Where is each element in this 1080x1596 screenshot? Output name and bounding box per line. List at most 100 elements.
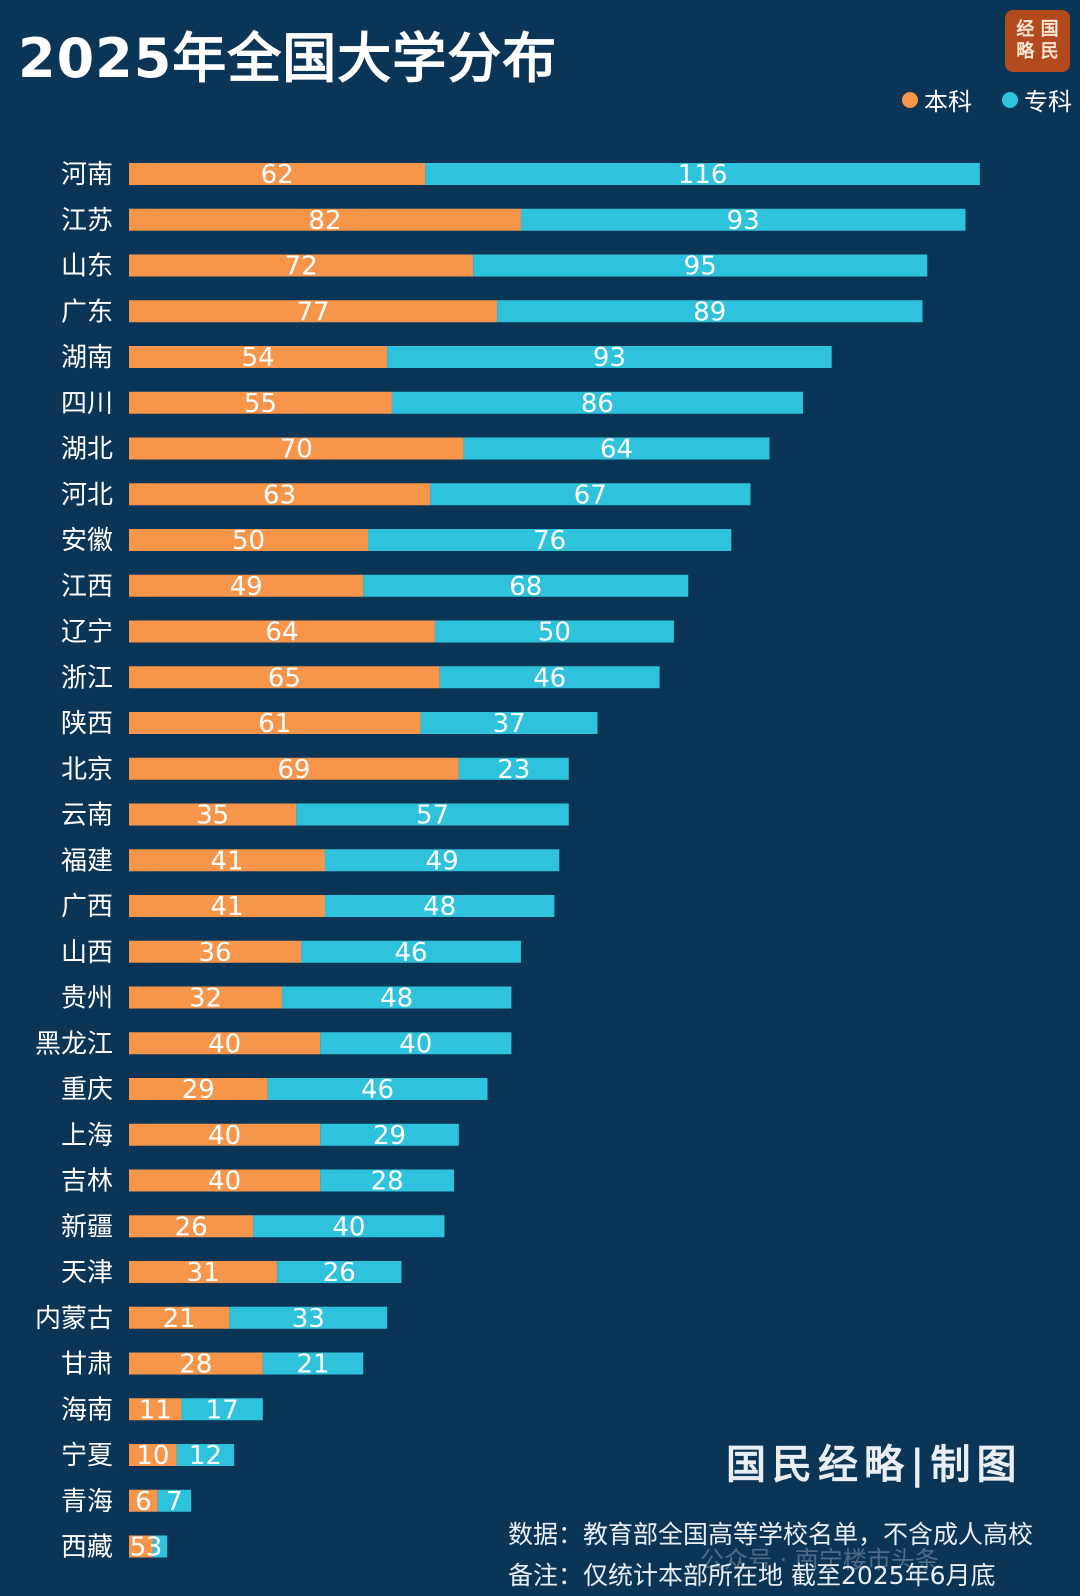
bar-junior-4 (387, 346, 832, 368)
value-label-junior-6: 64 (600, 435, 633, 465)
category-label-25: 内蒙古 (35, 1304, 113, 1334)
value-label-junior-24: 26 (323, 1258, 356, 1288)
category-label-13: 北京 (61, 755, 113, 785)
bar-undergrad-19 (129, 1032, 321, 1055)
bar-undergrad-5 (129, 391, 392, 414)
value-label-undergrad-17: 36 (198, 938, 231, 968)
bar-junior-5 (391, 391, 803, 414)
category-label-22: 吉林 (61, 1167, 113, 1197)
bar-undergrad-17 (129, 940, 302, 963)
bar-undergrad-2 (129, 254, 474, 277)
bar-undergrad-16 (129, 895, 325, 917)
value-label-junior-23: 40 (332, 1212, 365, 1242)
bar-junior-15 (324, 849, 560, 872)
value-label-junior-3: 89 (693, 297, 726, 327)
value-label-junior-16: 48 (423, 892, 456, 922)
value-label-junior-28: 12 (189, 1441, 222, 1471)
bar-junior-10 (434, 620, 674, 643)
value-label-junior-20: 46 (361, 1075, 394, 1105)
value-label-undergrad-29: 6 (135, 1487, 152, 1517)
bar-junior-3 (497, 300, 923, 323)
bar-junior-13 (458, 757, 569, 780)
value-label-undergrad-8: 50 (232, 526, 265, 556)
bar-junior-1 (520, 208, 966, 231)
bar-undergrad-25 (129, 1306, 230, 1329)
bar-junior-29 (157, 1489, 192, 1512)
category-label-3: 广东 (61, 297, 113, 327)
category-label-9: 江西 (61, 572, 113, 602)
bar-junior-0 (425, 163, 980, 185)
value-label-junior-4: 93 (593, 343, 626, 373)
bar-undergrad-29 (129, 1489, 158, 1512)
bar-undergrad-11 (129, 666, 440, 689)
bar-junior-18 (281, 986, 512, 1009)
bar-undergrad-22 (129, 1169, 321, 1192)
bar-undergrad-21 (129, 1123, 321, 1146)
bar-junior-17 (301, 940, 521, 963)
value-label-undergrad-0: 62 (261, 160, 294, 190)
value-label-junior-26: 21 (296, 1350, 329, 1380)
legend-item-junior: 专科 (1002, 82, 1072, 117)
value-label-undergrad-28: 10 (136, 1441, 169, 1471)
bar-junior-16 (324, 895, 555, 917)
bar-junior-20 (267, 1078, 488, 1100)
value-label-undergrad-26: 28 (179, 1350, 212, 1380)
bar-junior-14 (296, 803, 569, 826)
bar-undergrad-13 (129, 757, 459, 780)
category-label-15: 福建 (61, 846, 113, 876)
bar-undergrad-24 (129, 1261, 278, 1283)
bar-undergrad-8 (129, 529, 368, 551)
category-label-6: 湖北 (61, 435, 113, 465)
value-label-junior-12: 37 (492, 709, 525, 739)
bar-undergrad-23 (129, 1215, 254, 1238)
value-label-junior-15: 49 (426, 846, 459, 876)
bar-junior-23 (253, 1215, 445, 1238)
bar-junior-9 (363, 574, 689, 597)
bar-undergrad-28 (129, 1444, 177, 1466)
bar-junior-19 (320, 1032, 512, 1055)
category-label-30: 西藏 (61, 1533, 113, 1563)
value-label-junior-29: 7 (166, 1487, 183, 1517)
value-label-undergrad-14: 35 (196, 801, 229, 831)
value-label-undergrad-1: 82 (308, 206, 341, 236)
value-label-junior-22: 28 (371, 1167, 404, 1197)
remark-note: 备注：仅统计本部所在地 截至2025年6月底 (508, 1561, 996, 1590)
bar-junior-8 (368, 529, 732, 551)
category-label-23: 新疆 (61, 1212, 113, 1242)
bar-junior-2 (473, 254, 928, 277)
value-label-junior-21: 29 (373, 1121, 406, 1151)
value-label-junior-18: 48 (380, 984, 413, 1014)
legend-item-undergrad: 本科 (902, 82, 972, 117)
value-label-junior-0: 116 (678, 160, 728, 190)
value-label-undergrad-9: 49 (230, 572, 263, 602)
category-label-0: 河南 (61, 160, 113, 190)
category-label-24: 天津 (61, 1258, 113, 1288)
value-label-undergrad-22: 40 (208, 1167, 241, 1197)
category-label-12: 陕西 (61, 709, 113, 739)
bar-junior-12 (420, 712, 598, 734)
bar-undergrad-10 (129, 620, 435, 643)
bar-junior-30 (152, 1535, 168, 1558)
category-label-19: 黑龙江 (35, 1029, 113, 1059)
value-label-undergrad-27: 11 (139, 1395, 172, 1425)
bar-undergrad-6 (129, 437, 464, 460)
bar-junior-6 (463, 437, 770, 460)
category-label-21: 上海 (61, 1121, 113, 1151)
category-label-16: 广西 (61, 892, 113, 922)
value-label-undergrad-30: 5 (130, 1533, 147, 1563)
bar-junior-7 (430, 483, 751, 506)
bar-undergrad-14 (129, 803, 297, 826)
value-label-undergrad-7: 63 (263, 480, 296, 510)
brand-seal-logo: 经 国略 民 (1005, 10, 1070, 72)
bar-junior-22 (320, 1169, 455, 1192)
value-label-junior-19: 40 (399, 1029, 432, 1059)
category-label-29: 青海 (61, 1487, 113, 1517)
category-label-11: 浙江 (61, 663, 113, 693)
watermark: 公众号 · 南宁楼市头条 (700, 1546, 939, 1574)
value-label-undergrad-4: 54 (242, 343, 275, 373)
bar-undergrad-9 (129, 574, 364, 597)
value-label-junior-25: 33 (292, 1304, 325, 1334)
value-label-undergrad-2: 72 (285, 252, 318, 282)
legend-label-junior: 专科 (1024, 88, 1072, 116)
category-label-10: 辽宁 (61, 618, 113, 648)
